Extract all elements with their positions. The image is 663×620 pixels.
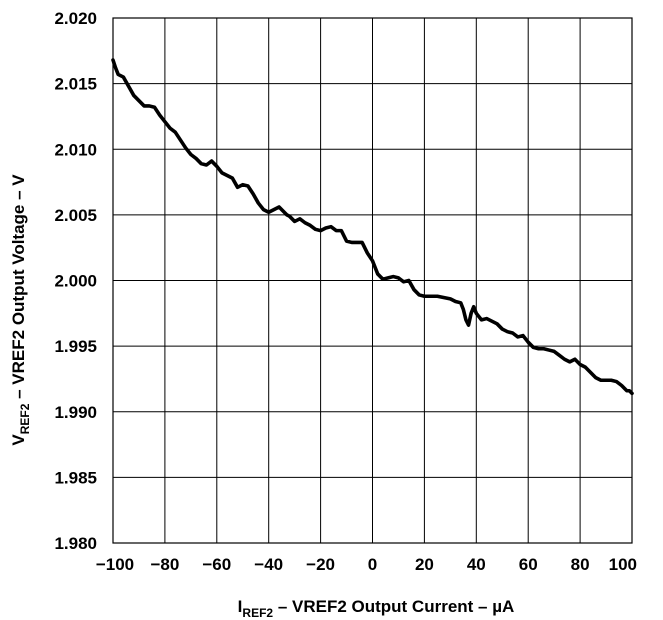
- y-tick-label: 2.000: [54, 272, 97, 291]
- x-tick-label: 40: [467, 555, 486, 574]
- x-tick-label: −20: [306, 555, 335, 574]
- x-tick-label: 100: [609, 555, 637, 574]
- y-tick-label: 1.995: [54, 337, 97, 356]
- y-tick-label: 1.990: [54, 403, 97, 422]
- y-tick-label: 2.010: [54, 140, 97, 159]
- x-tick-label: 0: [368, 555, 377, 574]
- x-axis-label: IREF2 – VREF2 Output Current – µA: [238, 597, 515, 620]
- y-axis-label: VREF2 – VREF2 Output Voltage – V: [9, 174, 32, 446]
- series-line: [111, 58, 634, 396]
- y-tick-label: 1.985: [54, 468, 97, 487]
- x-tick-label: −40: [254, 555, 283, 574]
- grid-lines: [112, 17, 633, 544]
- x-tick-label: −60: [202, 555, 231, 574]
- x-tick-labels: −100 −80 −60 −40 −20 0 20 40 60 80 100: [96, 555, 637, 574]
- y-tick-label: 2.005: [54, 206, 97, 225]
- x-tick-label: 20: [415, 555, 434, 574]
- x-tick-label: 80: [571, 555, 590, 574]
- x-tick-label: −100: [96, 555, 134, 574]
- y-tick-label: 2.015: [54, 75, 97, 94]
- x-tick-label: 60: [519, 555, 538, 574]
- y-tick-label: 1.980: [54, 534, 97, 553]
- y-tick-label: 2.020: [54, 9, 97, 28]
- plot-frame: [112, 17, 633, 544]
- x-tick-label: −80: [150, 555, 179, 574]
- y-tick-labels: 1.980 1.985 1.990 1.995 2.000 2.005 2.010 2.015…: [54, 9, 97, 553]
